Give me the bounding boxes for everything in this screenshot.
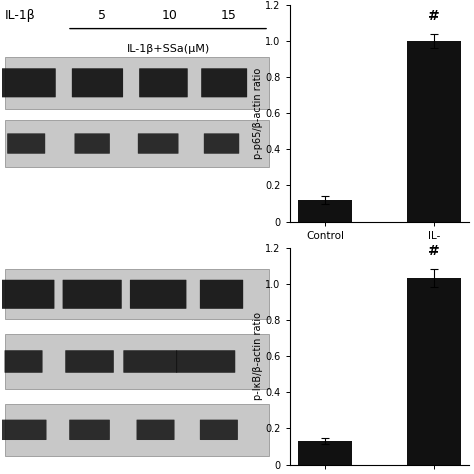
FancyBboxPatch shape (7, 133, 45, 154)
Text: 15: 15 (221, 9, 237, 22)
FancyBboxPatch shape (5, 120, 269, 167)
FancyBboxPatch shape (130, 280, 186, 309)
FancyBboxPatch shape (65, 350, 114, 373)
FancyBboxPatch shape (123, 350, 177, 373)
FancyBboxPatch shape (201, 68, 247, 97)
Text: 5: 5 (98, 9, 106, 22)
FancyBboxPatch shape (5, 334, 269, 389)
FancyBboxPatch shape (5, 404, 269, 456)
Bar (407, 278, 461, 465)
FancyBboxPatch shape (176, 350, 235, 373)
FancyBboxPatch shape (137, 419, 174, 440)
Y-axis label: p-IκB/β-actin ratio: p-IκB/β-actin ratio (253, 312, 263, 400)
Bar (298, 441, 352, 465)
FancyBboxPatch shape (72, 68, 123, 97)
Y-axis label: p-p65/β-actin ratio: p-p65/β-actin ratio (253, 68, 263, 159)
FancyBboxPatch shape (5, 269, 269, 319)
FancyBboxPatch shape (204, 133, 239, 154)
FancyBboxPatch shape (200, 419, 238, 440)
Bar (407, 41, 461, 222)
Text: IL-1β: IL-1β (5, 9, 36, 22)
FancyBboxPatch shape (0, 68, 56, 97)
FancyBboxPatch shape (138, 133, 179, 154)
FancyBboxPatch shape (0, 280, 55, 309)
FancyBboxPatch shape (69, 419, 110, 440)
FancyBboxPatch shape (5, 57, 269, 109)
Text: 10: 10 (162, 9, 177, 22)
Text: #: # (428, 9, 440, 23)
Text: #: # (428, 245, 440, 258)
Text: IL-1β+SSa(μM): IL-1β+SSa(μM) (127, 44, 210, 54)
Bar (298, 200, 352, 222)
FancyBboxPatch shape (0, 419, 46, 440)
FancyBboxPatch shape (5, 350, 43, 373)
FancyBboxPatch shape (63, 280, 122, 309)
FancyBboxPatch shape (139, 68, 188, 97)
FancyBboxPatch shape (200, 280, 243, 309)
FancyBboxPatch shape (74, 133, 110, 154)
